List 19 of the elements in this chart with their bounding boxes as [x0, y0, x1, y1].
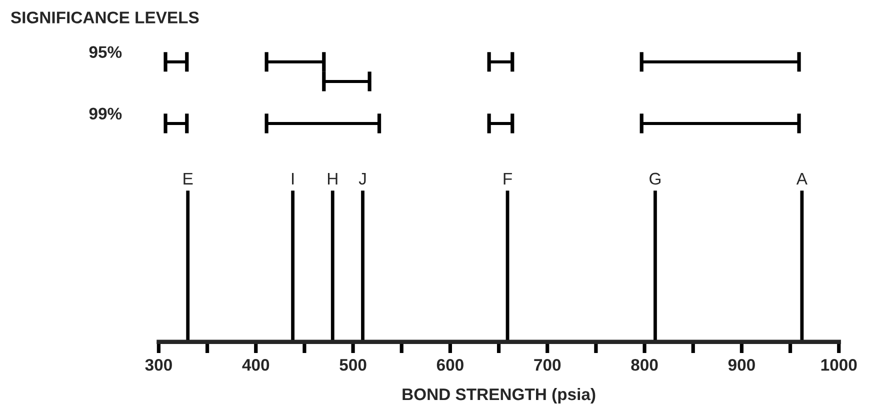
chart-title: SIGNIFICANCE LEVELS [10, 12, 199, 24]
x-axis-title: BOND STRENGTH (psia) [402, 388, 596, 404]
annotation: H [328, 172, 338, 184]
annotation: I [292, 172, 294, 184]
annotation: F [504, 172, 512, 184]
annotation: J [358, 172, 366, 185]
x-tick-label: 800 [631, 358, 658, 371]
x-tick-label: 600 [436, 358, 464, 371]
x-tick-label: 300 [145, 358, 172, 371]
text: 95% [89, 46, 122, 58]
annotation: G [650, 172, 660, 185]
x-tick-label: 700 [534, 358, 561, 371]
x-tick-label: 900 [728, 358, 755, 371]
annotation: A [796, 172, 808, 184]
text: 99% [89, 108, 122, 120]
x-tick-label: 400 [242, 358, 270, 371]
x-tick-label: 1000 [821, 358, 857, 371]
annotation: E [184, 172, 193, 184]
x-tick-label: 500 [340, 358, 366, 371]
